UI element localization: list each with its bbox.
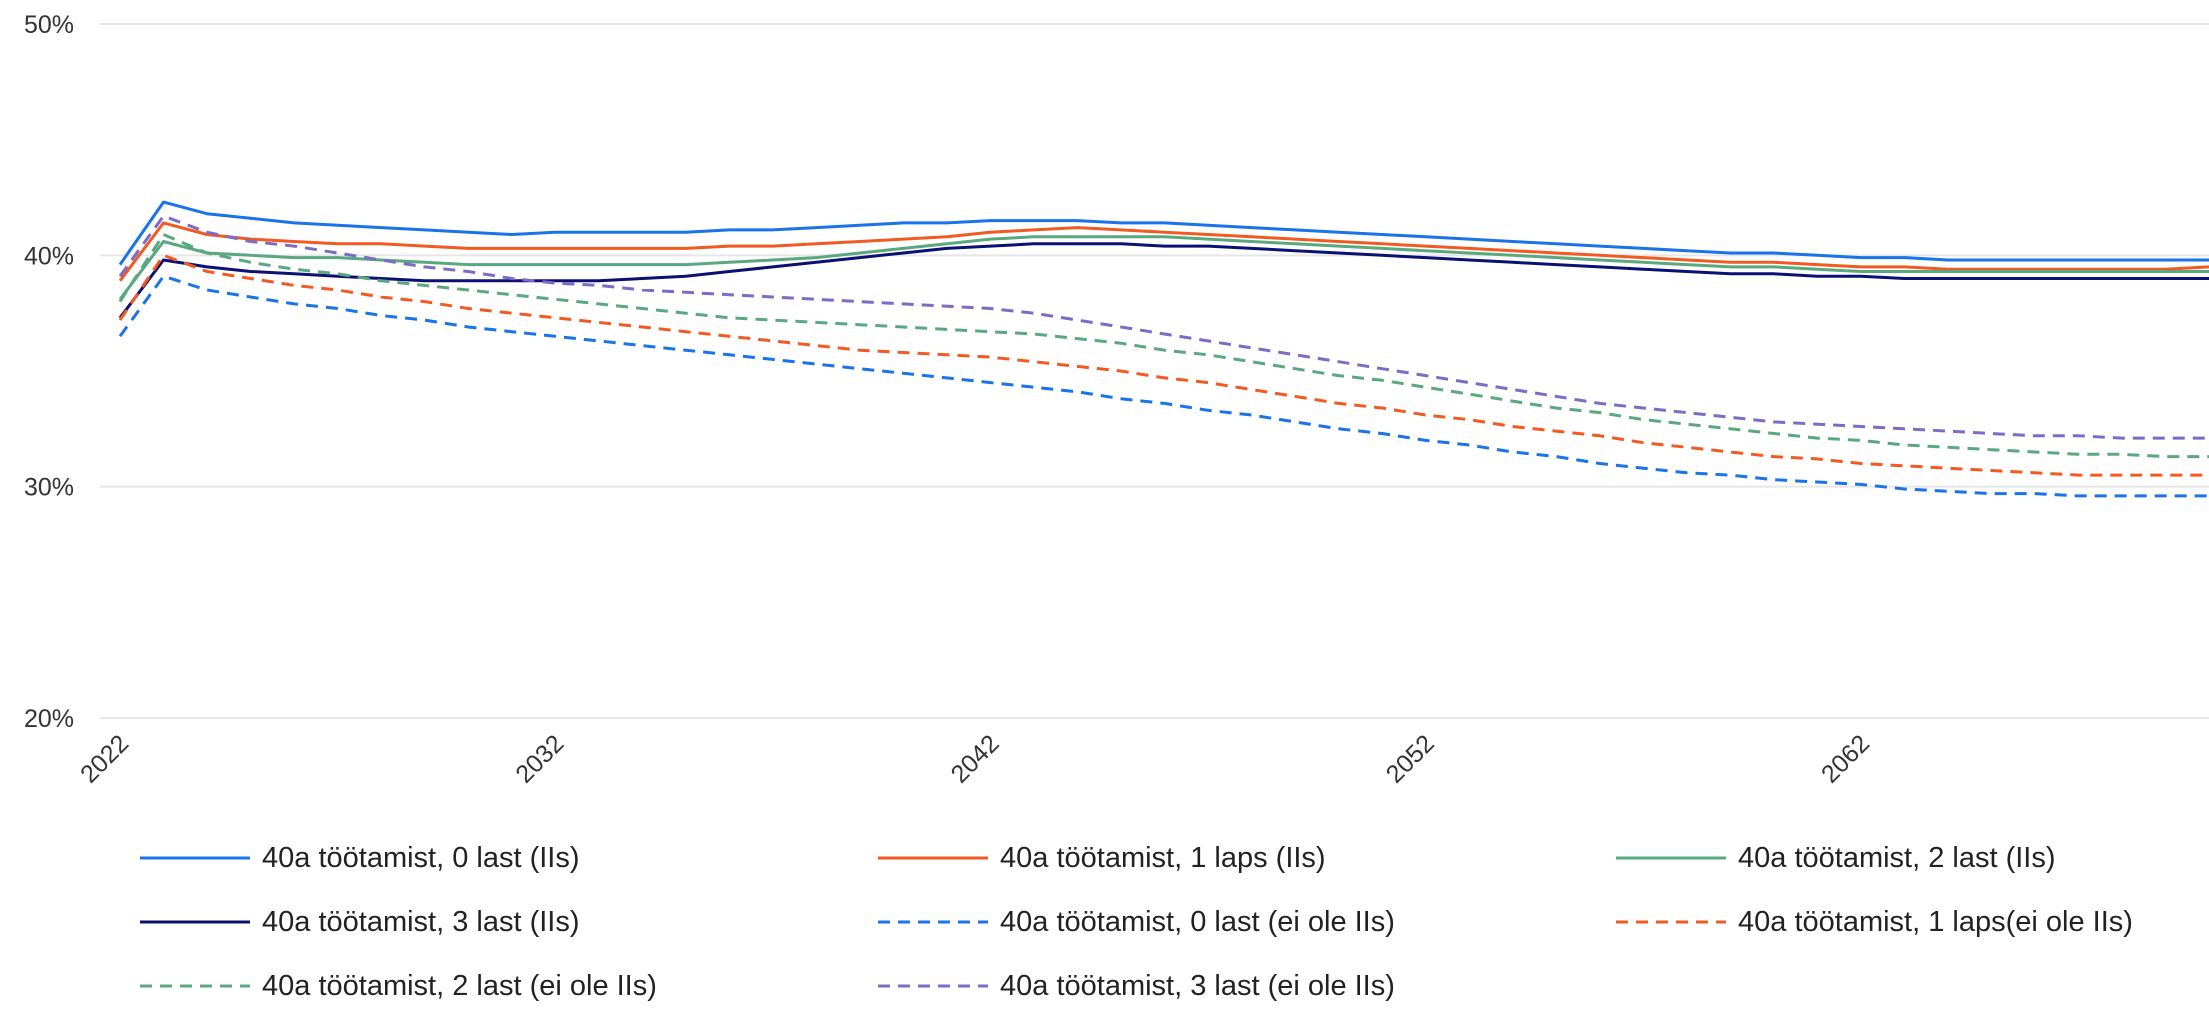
x-tick-label: 2032 [510,729,569,788]
line-chart: 20% 30% 40% 50% 2022 2032 2042 2052 2062 [24,11,2209,789]
legend-swatch [1616,856,1726,860]
y-tick-label: 50% [24,11,74,39]
legend-label: 40a töötamist, 1 laps(ei ole IIs) [1738,905,2133,938]
legend-item: 40a töötamist, 0 last (ei ole IIs) [878,899,1616,945]
gridlines [100,23,2209,719]
legend-item: 40a töötamist, 2 last (IIs) [1616,835,2200,881]
y-axis-ticks: 20% 30% 40% 50% [24,11,74,733]
legend-label: 40a töötamist, 1 laps (IIs) [1000,841,1326,874]
x-tick-label: 2042 [946,729,1005,788]
legend-swatch [140,920,250,924]
legend-label: 40a töötamist, 3 last (IIs) [262,905,580,938]
legend-item: 40a töötamist, 3 last (IIs) [140,899,878,945]
legend: 40a töötamist, 0 last (IIs) 40a töötamist… [140,835,2200,1009]
legend-label: 40a töötamist, 2 last (IIs) [1738,841,2056,874]
series-line-4 [118,274,2209,498]
series-line-5 [118,253,2209,477]
legend-item: 40a töötamist, 1 laps(ei ole IIs) [1616,899,2200,945]
series-line-6 [118,233,2209,459]
legend-swatch [878,856,988,860]
legend-swatch [140,984,250,988]
legend-swatch [878,984,988,988]
legend-swatch [1616,920,1726,924]
legend-item: 40a töötamist, 1 laps (IIs) [878,835,1616,881]
legend-item: 40a töötamist, 0 last (IIs) [140,835,878,881]
series-line-2 [118,235,2209,301]
legend-label: 40a töötamist, 0 last (ei ole IIs) [1000,905,1395,938]
series-line-3 [118,242,2209,319]
y-tick-label: 40% [24,242,74,270]
x-tick-label: 2022 [75,729,134,788]
legend-label: 40a töötamist, 2 last (ei ole IIs) [262,969,657,1002]
series-lines [118,200,2209,498]
legend-item: 40a töötamist, 3 last (ei ole IIs) [878,963,1616,1009]
legend-swatch [140,856,250,860]
y-tick-label: 20% [24,705,74,733]
series-line-0 [118,200,2209,266]
x-tick-label: 2052 [1381,729,1440,788]
legend-label: 40a töötamist, 0 last (IIs) [262,841,580,874]
legend-item: 40a töötamist, 2 last (ei ole IIs) [140,963,878,1009]
legend-swatch [878,920,988,924]
x-tick-label: 2062 [1816,729,1875,788]
series-line-1 [118,221,2209,282]
x-axis-ticks: 2022 2032 2042 2052 2062 [75,729,1875,788]
series-line-7 [118,214,2209,440]
y-tick-label: 30% [24,474,74,502]
legend-label: 40a töötamist, 3 last (ei ole IIs) [1000,969,1395,1002]
